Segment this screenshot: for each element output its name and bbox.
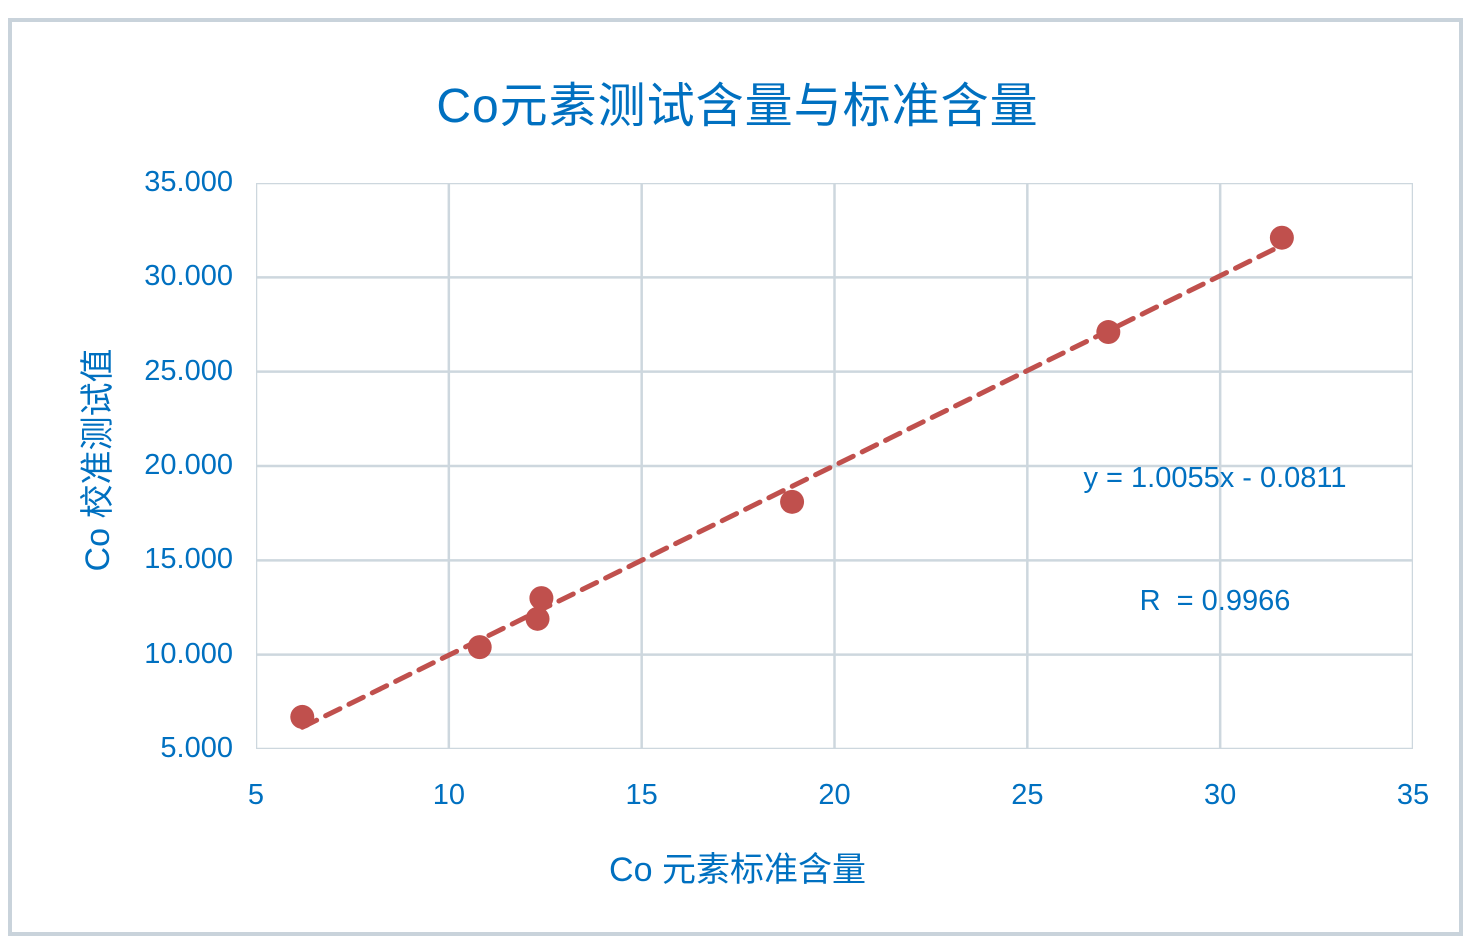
x-tick-label: 20 [818,779,851,811]
y-tick-label: 25.000 [144,354,233,387]
plot-area[interactable] [256,183,1413,749]
x-tick-label: 15 [625,779,658,811]
data-point[interactable] [1269,225,1294,250]
data-point[interactable] [290,704,315,729]
x-tick-label: 35 [1396,779,1430,811]
x-tick-label: 5 [247,779,265,811]
x-tick-label: 25 [1011,779,1044,811]
y-tick-label: 20.000 [144,449,233,481]
x-tick-label: 30 [1204,779,1237,811]
plot-canvas [256,183,1413,749]
y-tick-label: 35.000 [144,166,233,198]
data-point[interactable] [529,586,554,611]
equation-line: y = 1.0055x - 0.0811 [1083,462,1347,494]
y-tick-label: 5.000 [160,732,233,764]
data-point[interactable] [467,635,492,660]
x-tick-label: 10 [432,779,465,811]
trendline[interactable] [299,242,1285,730]
data-point[interactable] [1096,320,1121,345]
y-tick-label: 15.000 [144,543,233,576]
chart-title[interactable]: Co元素测试含量与标准含量 [436,80,1039,133]
data-point[interactable] [525,606,550,631]
y-tick-label: 10.000 [144,637,233,670]
trendline-equation-label[interactable]: y = 1.0055x - 0.0811 R = 0.9966 [1005,376,1425,663]
r-value-line: R = 0.9966 [1139,585,1291,617]
data-point[interactable] [780,489,805,514]
y-tick-label: 30.000 [144,260,233,293]
x-axis-title[interactable]: Co 元素标准含量 [609,851,866,889]
